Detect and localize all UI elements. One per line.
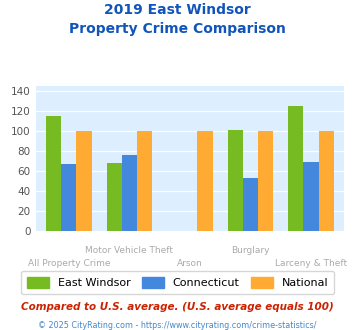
Bar xyxy=(304,162,319,231)
Bar xyxy=(122,155,137,231)
Text: Arson: Arson xyxy=(177,259,203,268)
Bar xyxy=(76,131,92,231)
Text: All Property Crime: All Property Crime xyxy=(28,259,110,268)
Text: Burglary: Burglary xyxy=(231,246,270,255)
Bar xyxy=(46,116,61,231)
Legend: East Windsor, Connecticut, National: East Windsor, Connecticut, National xyxy=(21,271,334,294)
Text: Motor Vehicle Theft: Motor Vehicle Theft xyxy=(85,246,173,255)
Bar xyxy=(106,163,122,231)
Bar xyxy=(197,131,213,231)
Text: Compared to U.S. average. (U.S. average equals 100): Compared to U.S. average. (U.S. average … xyxy=(21,302,334,312)
Text: © 2025 CityRating.com - https://www.cityrating.com/crime-statistics/: © 2025 CityRating.com - https://www.city… xyxy=(38,321,317,330)
Bar xyxy=(228,130,243,231)
Bar xyxy=(288,106,304,231)
Text: 2019 East Windsor
Property Crime Comparison: 2019 East Windsor Property Crime Compari… xyxy=(69,3,286,36)
Bar xyxy=(137,131,152,231)
Bar xyxy=(258,131,273,231)
Bar xyxy=(319,131,334,231)
Text: Larceny & Theft: Larceny & Theft xyxy=(275,259,347,268)
Bar xyxy=(243,178,258,231)
Bar xyxy=(61,164,76,231)
